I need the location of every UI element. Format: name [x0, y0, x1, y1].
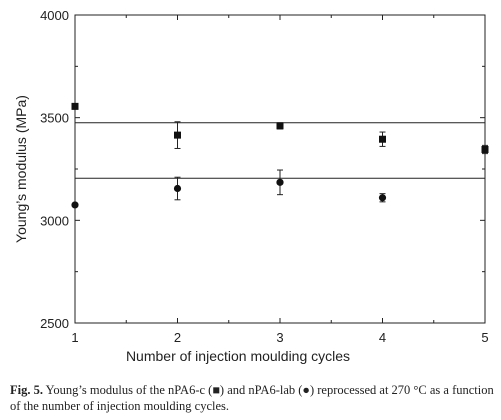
circle-marker	[173, 184, 182, 193]
x-axis-ticks: 1 2 3 4 5	[71, 15, 489, 345]
x-tick-label: 2	[174, 330, 181, 345]
caption-text-3: ) reprocessed at 270 °C as a function of…	[10, 383, 494, 413]
data-markers	[71, 102, 489, 209]
chart: 1 2 3 4 5 2500 3000 3500 4000 Number of injecti…	[13, 8, 489, 364]
y-tick-label: 3000	[40, 213, 69, 228]
square-marker	[276, 122, 284, 130]
x-axis-title: Number of injection moulding cycles	[126, 348, 350, 364]
circle-marker-icon: ●	[302, 383, 310, 397]
x-tick-label: 5	[481, 330, 488, 345]
y-tick-label: 4000	[40, 8, 69, 23]
square-marker	[174, 131, 181, 139]
caption-text-2: ) and nPA6-lab (	[219, 383, 303, 397]
square-marker	[379, 135, 386, 143]
y-tick-label: 2500	[40, 316, 69, 331]
circle-marker	[378, 194, 387, 202]
square-marker-icon: ■	[212, 383, 220, 397]
circle-marker	[71, 201, 79, 209]
caption-text-1: Young’s modulus of the nPA6-c (	[42, 383, 213, 397]
y-tick-label: 3500	[40, 111, 69, 126]
circle-marker	[276, 178, 284, 186]
x-tick-label: 3	[276, 330, 283, 345]
y-axis-ticks: 2500 3000 3500 4000	[40, 8, 485, 331]
square-marker	[481, 145, 489, 153]
x-tick-label: 4	[379, 330, 386, 345]
y-axis-title: Young’s modulus (MPa)	[13, 95, 29, 243]
x-tick-label: 1	[71, 330, 78, 345]
plot-frame	[74, 14, 486, 324]
figure-caption: Fig. 5. Young’s modulus of the nPA6-c (■…	[10, 382, 496, 414]
error-bars	[174, 121, 488, 203]
figure-label: Fig. 5.	[10, 383, 43, 397]
square-marker	[71, 102, 79, 110]
